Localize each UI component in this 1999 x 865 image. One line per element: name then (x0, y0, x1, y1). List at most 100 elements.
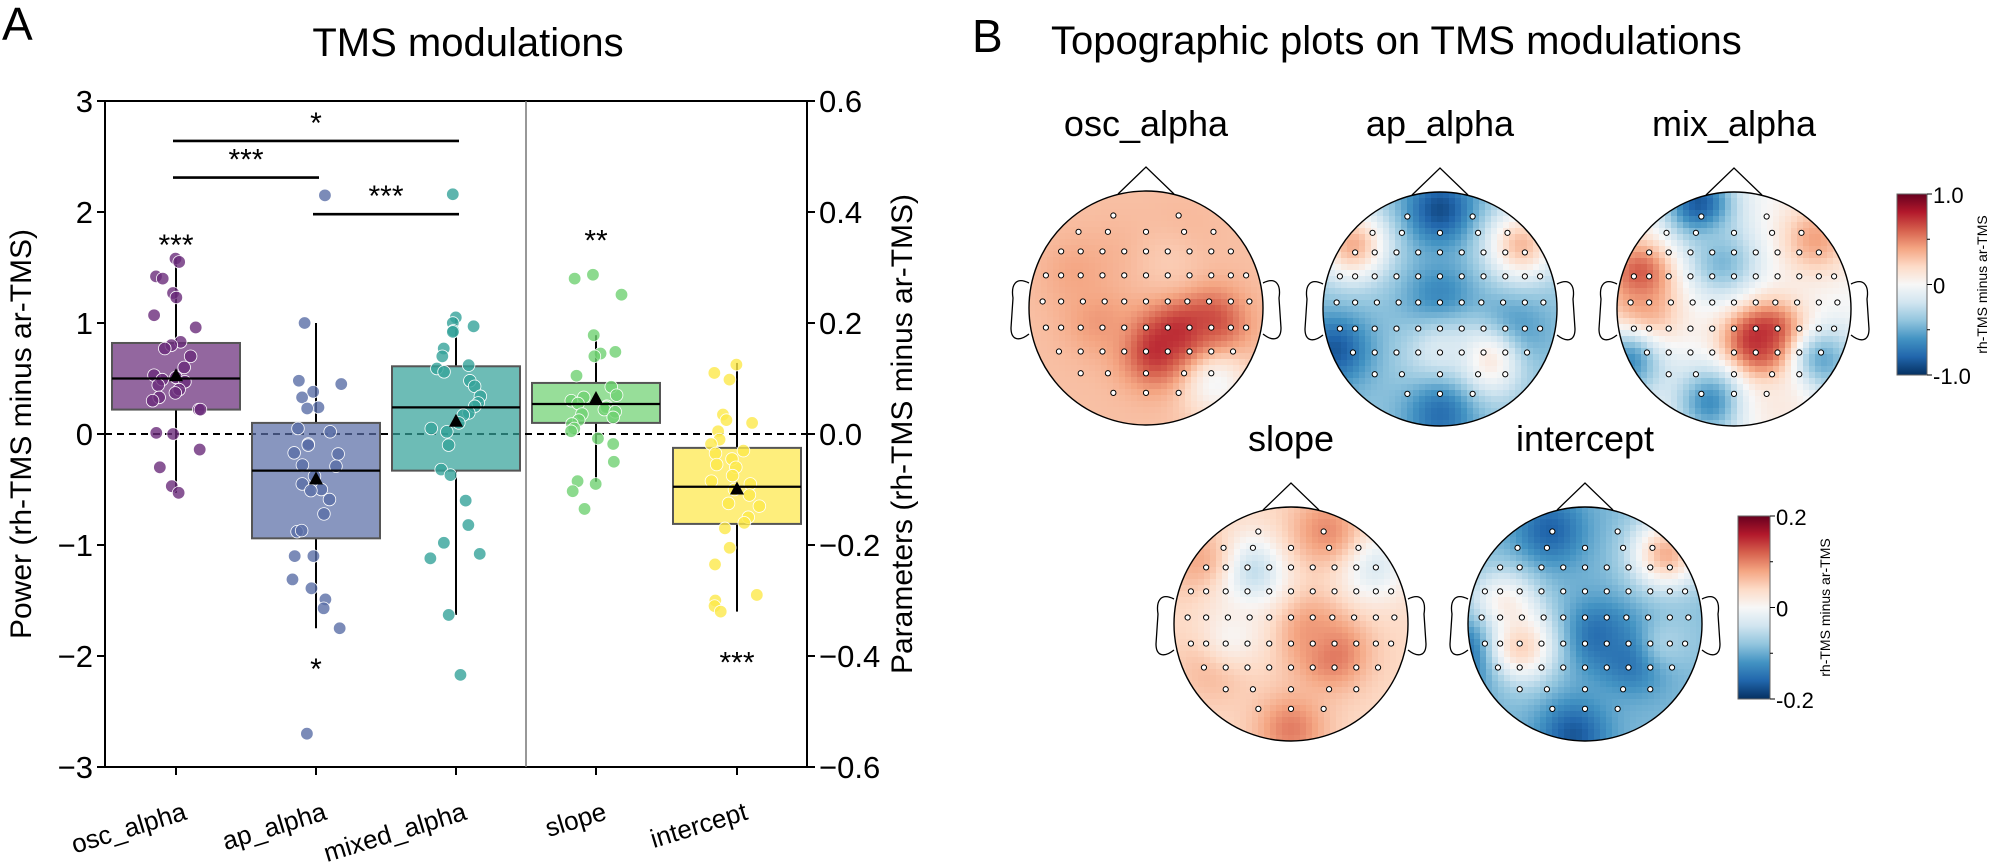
field-cell (1258, 519, 1265, 526)
field-cell (1095, 335, 1102, 342)
field-cell (1197, 413, 1204, 420)
field-cell (1167, 209, 1174, 216)
field-cell (1425, 192, 1432, 199)
field-cell (1809, 270, 1816, 277)
field-cell (1485, 420, 1492, 426)
field-cell (1761, 234, 1768, 241)
field-cell (1245, 377, 1252, 384)
field-cell (1731, 312, 1738, 319)
field-cell (1288, 525, 1295, 532)
field-cell (1389, 228, 1396, 235)
field-cell (1137, 293, 1144, 300)
field-cell (1276, 585, 1283, 592)
field-cell (1749, 288, 1756, 295)
field-cell (1198, 555, 1205, 562)
field-cell (1461, 294, 1468, 301)
field-cell (1791, 330, 1798, 337)
field-cell (1833, 276, 1840, 283)
field-cell (1653, 372, 1660, 379)
field-cell (1155, 401, 1162, 408)
data-point (743, 477, 758, 491)
field-cell (1155, 203, 1162, 210)
field-cell (1173, 251, 1180, 258)
field-cell (1725, 288, 1732, 295)
field-cell (1689, 294, 1696, 301)
field-cell (1527, 240, 1534, 247)
y-axis-left-label: Power (rh-TMS minus ar-TMS) (5, 229, 38, 639)
field-cell (1767, 384, 1774, 391)
field-cell (1186, 549, 1193, 556)
field-cell (1725, 222, 1732, 229)
field-cell (1125, 389, 1132, 396)
field-cell (1041, 251, 1048, 258)
field-cell (1629, 378, 1636, 385)
field-cell (1467, 384, 1474, 391)
field-cell (1240, 525, 1247, 532)
field-cell (1665, 366, 1672, 373)
field-cell (1353, 306, 1360, 313)
field-cell (1107, 233, 1114, 240)
field-cell (1245, 341, 1252, 348)
field-cell (1509, 348, 1516, 355)
field-cell (1203, 305, 1210, 312)
field-cell (1155, 221, 1162, 228)
field-cell (1185, 215, 1192, 222)
field-cell (1719, 366, 1726, 373)
field-cell (1335, 312, 1342, 319)
right-ear-outline (1556, 281, 1576, 341)
field-cell (1533, 258, 1540, 265)
field-cell (1521, 384, 1528, 391)
field-cell (1647, 288, 1654, 295)
field-cell (1131, 215, 1138, 222)
field-cell (1779, 384, 1786, 391)
field-cell (1330, 525, 1337, 532)
field-cell (1533, 270, 1540, 277)
field-cell (1233, 287, 1240, 294)
field-cell (1107, 395, 1114, 402)
field-cell (1635, 246, 1642, 253)
field-cell (1785, 342, 1792, 349)
field-cell (1149, 239, 1156, 246)
field-cell (1155, 347, 1162, 354)
field-cell (1701, 216, 1708, 223)
field-cell (1821, 324, 1828, 331)
field-cell (1803, 294, 1810, 301)
field-cell (1131, 389, 1138, 396)
field-cell (1491, 210, 1498, 217)
electrode-marker (1521, 299, 1528, 306)
field-cell (1707, 414, 1714, 421)
field-cell (1359, 258, 1366, 265)
field-cell (1503, 312, 1510, 319)
field-cell (1389, 252, 1396, 259)
field-cell (1839, 330, 1846, 337)
field-cell (1497, 294, 1504, 301)
electrode-marker (1502, 249, 1509, 256)
data-point (192, 442, 207, 457)
field-cell (1821, 240, 1828, 247)
field-cell (1833, 378, 1840, 385)
field-cell (1827, 366, 1834, 373)
field-cell (1155, 359, 1162, 366)
field-cell (1773, 216, 1780, 223)
field-cell (1378, 549, 1385, 556)
data-point (446, 187, 460, 201)
field-cell (1773, 408, 1780, 415)
field-cell (1228, 603, 1235, 610)
field-cell (1659, 342, 1666, 349)
field-cell (1137, 329, 1144, 336)
data-point (567, 271, 582, 286)
field-cell (1785, 306, 1792, 313)
field-cell (1659, 378, 1666, 385)
field-cell (1365, 360, 1372, 367)
field-cell (1365, 366, 1372, 373)
field-cell (1197, 305, 1204, 312)
field-cell (1707, 282, 1714, 289)
field-cell (1503, 306, 1510, 313)
field-cell (1389, 366, 1396, 373)
field-cell (1270, 507, 1277, 514)
field-cell (1419, 348, 1426, 355)
field-cell (1365, 264, 1372, 271)
field-cell (1143, 383, 1150, 390)
x-tick-label: ap_alpha (219, 796, 331, 856)
field-cell (1695, 360, 1702, 367)
